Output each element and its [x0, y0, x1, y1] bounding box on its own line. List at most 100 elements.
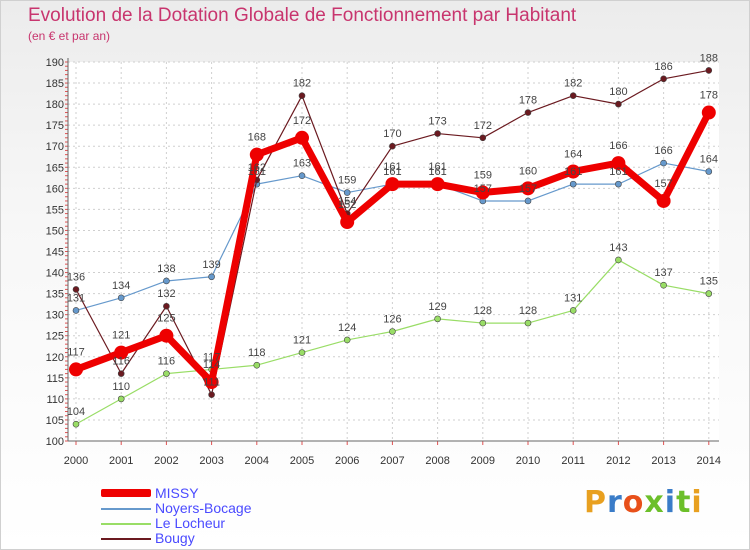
data-point-missy: [611, 156, 626, 171]
y-tick-label: 120: [46, 352, 64, 364]
data-point-bougy: [117, 370, 125, 377]
data-point-missy: [114, 345, 129, 360]
data-point-le-locheur: [163, 370, 170, 377]
data-point-le-locheur: [479, 319, 487, 327]
data-label-bougy: 173: [428, 116, 446, 128]
x-tick-label: 2005: [290, 455, 314, 467]
data-label-noyers-bocage: 163: [293, 158, 311, 170]
data-label-noyers-bocage: 138: [157, 263, 175, 275]
x-tick-label: 2003: [199, 455, 223, 467]
data-label-missy: 161: [428, 161, 446, 173]
data-point-bougy: [163, 302, 170, 310]
y-tick-label: 185: [46, 78, 64, 90]
legend-label-noyers-bocage: Noyers-Bocage: [155, 500, 252, 516]
data-label-bougy: 186: [654, 61, 672, 73]
data-label-missy: 159: [474, 170, 492, 182]
data-point-missy: [656, 193, 671, 208]
data-label-noyers-bocage: 161: [609, 166, 627, 178]
legend-item-bougy: Bougy: [97, 530, 397, 546]
x-tick-label: 2002: [154, 455, 178, 467]
data-label-noyers-bocage: 134: [112, 280, 130, 292]
x-tick-label: 2012: [606, 455, 630, 467]
data-label-le-locheur: 129: [428, 301, 446, 313]
data-label-missy: 152: [338, 199, 356, 211]
data-label-missy: 121: [112, 330, 130, 342]
data-point-missy: [521, 181, 535, 196]
data-point-missy: [69, 362, 83, 377]
y-tick-label: 155: [46, 204, 64, 216]
data-point-noyers-bocage: [163, 277, 170, 285]
y-tick-label: 135: [46, 289, 64, 301]
data-point-le-locheur: [434, 315, 441, 323]
data-point-bougy: [389, 142, 396, 150]
data-label-missy: 168: [248, 132, 266, 144]
y-tick-label: 170: [46, 141, 64, 153]
data-label-noyers-bocage: 166: [654, 145, 672, 157]
data-point-noyers-bocage: [524, 197, 532, 205]
data-label-le-locheur: 104: [67, 406, 85, 418]
series: [69, 67, 716, 428]
data-point-missy: [295, 130, 309, 145]
data-point-le-locheur: [253, 361, 261, 369]
y-tick-label: 140: [46, 268, 64, 280]
y-tick-label: 105: [46, 415, 64, 427]
logo-letter: t: [676, 485, 692, 520]
legend-label-missy: MISSY: [155, 485, 199, 501]
legend-label-le-locheur: Le Locheur: [155, 515, 226, 531]
legend: MISSY Noyers-Bocage Le Locheur Bougy: [97, 485, 397, 546]
x-tick-label: 2013: [651, 455, 675, 467]
data-point-noyers-bocage: [660, 159, 667, 167]
x-tick-label: 2010: [516, 455, 540, 467]
data-label-missy: 114: [203, 359, 221, 371]
data-label-noyers-bocage: 164: [700, 153, 718, 165]
data-point-missy: [159, 328, 174, 343]
data-point-noyers-bocage: [208, 273, 215, 281]
data-label-bougy: 180: [609, 86, 627, 98]
data-point-le-locheur: [705, 290, 713, 297]
legend-item-le-locheur: Le Locheur: [97, 515, 397, 531]
data-label-le-locheur: 117: [203, 351, 221, 363]
data-label-missy: 117: [67, 346, 85, 358]
logo-letter: i: [664, 485, 677, 520]
logo-letter: i: [691, 485, 703, 520]
data-label-bougy: 111: [203, 377, 220, 389]
data-point-missy: [430, 177, 445, 192]
y-tick-label: 150: [46, 225, 64, 237]
logo-letter: r: [607, 485, 623, 520]
x-tick-label: 2000: [64, 455, 88, 467]
data-point-bougy: [208, 391, 215, 398]
data-point-noyers-bocage: [298, 172, 306, 179]
data-point-bougy: [705, 67, 713, 74]
x-tick-label: 2006: [335, 455, 359, 467]
data-point-noyers-bocage: [117, 294, 125, 302]
data-point-le-locheur: [389, 328, 396, 335]
data-label-bougy: 182: [564, 78, 582, 90]
legend-swatch-le-locheur: [101, 523, 151, 525]
data-point-noyers-bocage: [343, 189, 351, 196]
data-point-le-locheur: [298, 349, 306, 356]
data-label-noyers-bocage: 161: [564, 166, 582, 178]
data-point-bougy: [298, 92, 306, 99]
data-label-missy: 160: [519, 165, 537, 177]
data-label-noyers-bocage: 161: [248, 166, 266, 178]
axes: 100 105 110 115 120 125 130 135 140 145 150 155 160 1…: [46, 57, 721, 467]
data-point-le-locheur: [343, 336, 351, 344]
legend-swatch-missy: [101, 489, 151, 497]
data-label-le-locheur: 116: [158, 356, 176, 368]
data-point-le-locheur: [615, 256, 622, 264]
y-tick-label: 110: [46, 394, 64, 406]
data-label-missy: 172: [293, 115, 311, 127]
y-tick-label: 125: [46, 331, 64, 343]
logo-letter: o: [622, 485, 645, 520]
y-tick-label: 190: [46, 57, 64, 69]
data-point-noyers-bocage: [72, 307, 80, 314]
data-labels: 104 110 116 117 118 121 124 126 129 128 128 131 143 1…: [67, 52, 718, 418]
data-label-le-locheur: 126: [383, 314, 401, 326]
data-label-missy: 125: [157, 313, 175, 325]
data-point-bougy: [434, 130, 441, 137]
data-point-missy: [385, 177, 400, 192]
data-label-bougy: 182: [293, 78, 311, 90]
x-tick-label: 2008: [425, 455, 449, 467]
legend-item-missy: MISSY: [97, 485, 397, 501]
